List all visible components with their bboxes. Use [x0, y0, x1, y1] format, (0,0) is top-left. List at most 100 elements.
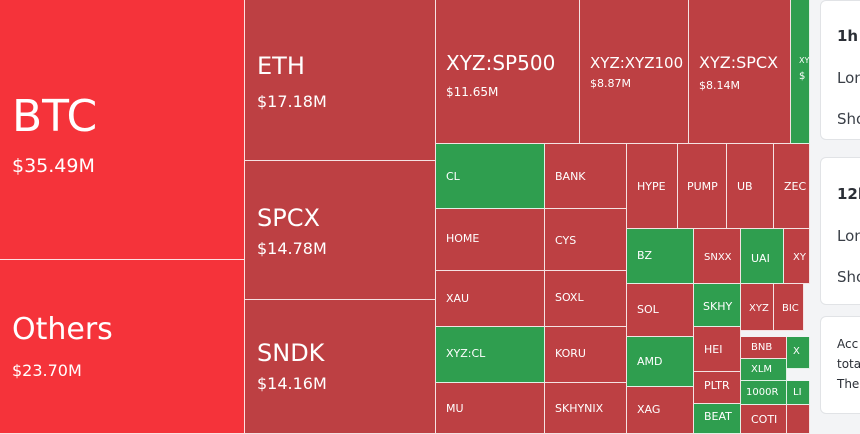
treemap-tile[interactable]: SNXX	[694, 229, 741, 284]
treemap-tile[interactable]: ZEC	[774, 144, 810, 229]
tile-symbol: BZ	[637, 249, 653, 262]
tile-symbol: HEI	[704, 343, 723, 356]
treemap-tile[interactable]: SKHY	[694, 284, 741, 327]
tile-symbol: XYZ:SP500	[446, 51, 556, 75]
treemap-tile[interactable]: SOL	[627, 284, 694, 337]
treemap-tile[interactable]: X	[787, 337, 810, 369]
card-12h-short: Sho	[837, 268, 860, 286]
tile-symbol: CL	[446, 170, 460, 183]
treemap-tile[interactable]: SPCX $14.78M	[245, 161, 436, 300]
treemap-tile[interactable]: BIC	[774, 284, 804, 331]
tile-symbol: XY	[793, 252, 806, 263]
treemap-tile[interactable]: SKHYNIX	[545, 383, 627, 434]
treemap-tile[interactable]: XYZ	[741, 284, 774, 331]
tile-symbol: SOXL	[555, 291, 584, 304]
treemap-tile[interactable]: BTC $35.49M	[0, 0, 245, 260]
treemap-tile[interactable]: BNB	[741, 337, 787, 359]
treemap-tile[interactable]: LI	[787, 381, 810, 405]
treemap-tile[interactable]: AMD	[627, 337, 694, 387]
treemap-tile[interactable]: PLTR	[694, 372, 741, 404]
treemap-tile[interactable]: CYS	[545, 209, 627, 271]
tile-symbol: COTI	[751, 413, 778, 426]
card-info-line-3: The	[837, 377, 860, 391]
treemap-tile[interactable]: XYZ:XYZ100 $8.87M	[580, 0, 689, 144]
tile-value: $8.14M	[699, 79, 740, 92]
card-info-line-2: tota	[837, 357, 860, 371]
tile-symbol: XYZ:CL	[446, 347, 486, 360]
treemap-tile[interactable]: Others $23.70M	[0, 260, 245, 434]
tile-symbol: Others	[12, 312, 113, 347]
tile-symbol: 1000R	[746, 387, 779, 398]
treemap-tile[interactable]: XYZ:SPCX $8.14M	[689, 0, 791, 144]
tile-symbol: AMD	[637, 355, 663, 368]
tile-symbol: BANK	[555, 170, 586, 183]
treemap-tile[interactable]: CL	[436, 144, 545, 209]
treemap-tile[interactable]: ETH $17.18M	[245, 0, 436, 161]
tile-symbol: BNB	[751, 342, 773, 353]
tile-symbol: XYZ:SPCX	[699, 53, 779, 72]
tile-symbol: XLM	[751, 364, 773, 375]
tile-symbol: PUMP	[687, 180, 718, 193]
tile-value: $14.78M	[257, 239, 327, 258]
treemap-tile[interactable]: XAU	[436, 271, 545, 327]
treemap-tile[interactable]: SOXL	[545, 271, 627, 327]
tile-symbol: LI	[793, 387, 802, 398]
treemap-tile[interactable]: XAG	[627, 387, 694, 434]
treemap-tile[interactable]: XY $	[791, 0, 810, 144]
treemap-tile[interactable]: XY	[784, 229, 810, 284]
tile-symbol: HOME	[446, 232, 480, 245]
card-1h-title: 1h	[837, 27, 859, 45]
treemap-tile[interactable]: MU	[436, 383, 545, 434]
card-1h-long: Lon	[837, 69, 860, 87]
treemap-tile[interactable]: BEAT	[694, 404, 741, 434]
treemap-tile[interactable]: COTI	[741, 405, 787, 434]
card-12h-title: 12h	[837, 185, 860, 203]
card-info: Acc tota The	[820, 316, 860, 414]
tile-value: $35.49M	[12, 155, 95, 177]
tile-symbol: SKHYNIX	[555, 402, 604, 415]
tile-symbol: XAG	[637, 403, 661, 416]
treemap-tile[interactable]: KORU	[545, 327, 627, 383]
treemap-tile[interactable]: HEI	[694, 327, 741, 372]
tile-symbol: ZEC	[784, 180, 807, 193]
card-12h[interactable]: 12h Lon Sho	[820, 157, 860, 305]
treemap-tile[interactable]: BZ	[627, 229, 694, 284]
treemap-tile[interactable]: BANK	[545, 144, 627, 209]
tile-value: $	[799, 71, 806, 82]
treemap-tile[interactable]: SNDK $14.16M	[245, 300, 436, 434]
treemap-tile[interactable]: HYPE	[627, 144, 678, 229]
tile-value: $17.18M	[257, 92, 327, 111]
treemap-tile[interactable]: XLM	[741, 359, 787, 381]
treemap-tile[interactable]: UB	[727, 144, 774, 229]
tile-symbol: X	[793, 346, 800, 357]
treemap-tile[interactable]: UAI	[741, 229, 784, 284]
treemap-tile[interactable]: XYZ:CL	[436, 327, 545, 383]
card-1h-short: Sho	[837, 110, 860, 128]
treemap-tile[interactable]	[787, 405, 810, 434]
right-panel: 1h Lon Sho 12h Lon Sho Acc tota The	[810, 0, 860, 434]
card-12h-long: Lon	[837, 227, 860, 245]
tile-symbol: BEAT	[704, 410, 732, 423]
card-1h[interactable]: 1h Lon Sho	[820, 0, 860, 140]
tile-symbol: XYZ:XYZ100	[590, 54, 684, 72]
treemap-tile[interactable]: PUMP	[678, 144, 727, 229]
tile-symbol: XYZ	[749, 303, 769, 314]
tile-symbol: SNXX	[704, 252, 732, 263]
tile-value: $14.16M	[257, 374, 327, 393]
tile-value: $23.70M	[12, 361, 82, 380]
tile-symbol: XAU	[446, 292, 470, 305]
treemap-tile[interactable]: XYZ:SP500 $11.65M	[436, 0, 580, 144]
tile-symbol: SKHY	[703, 300, 733, 313]
tile-value: $8.87M	[590, 77, 631, 90]
tile-symbol: PLTR	[704, 379, 730, 392]
tile-symbol: CYS	[555, 234, 577, 247]
tile-symbol: SOL	[637, 303, 659, 316]
tile-symbol: UB	[737, 180, 753, 193]
card-info-line-1: Acc	[837, 337, 859, 351]
tile-value: $11.65M	[446, 85, 499, 99]
treemap-tile[interactable]: 1000R	[741, 381, 787, 405]
treemap-tile[interactable]: HOME	[436, 209, 545, 271]
tile-symbol: MU	[446, 402, 464, 415]
tile-symbol: SNDK	[257, 339, 325, 367]
tile-symbol: BIC	[782, 303, 799, 314]
